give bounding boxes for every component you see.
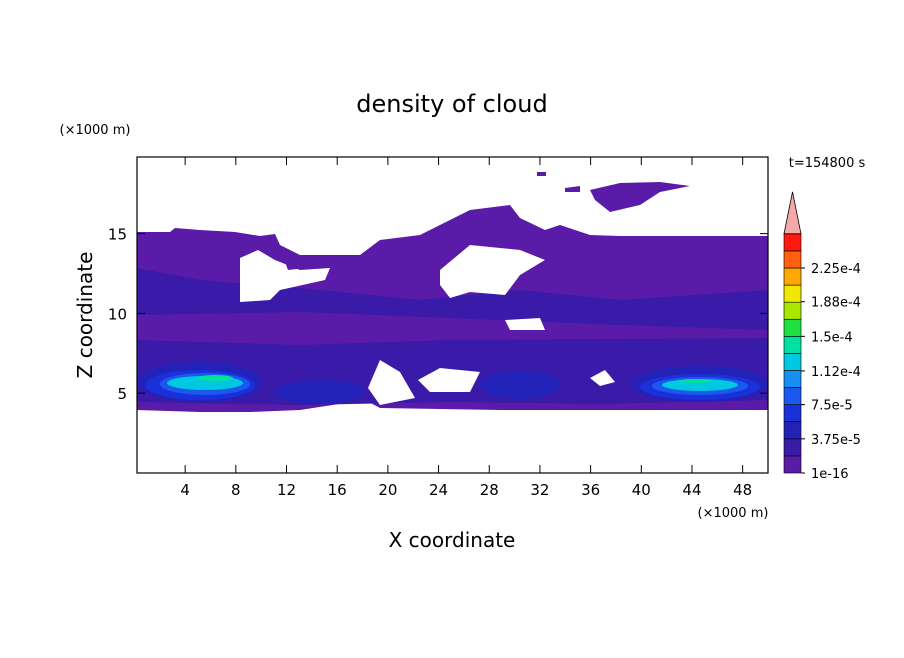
x-tick-label: 28 (480, 481, 499, 499)
colorbar-band (783, 353, 802, 371)
x-axis-title: X coordinate (389, 528, 516, 552)
colorbar-band (783, 370, 802, 388)
colorbar-band (783, 455, 802, 474)
colorbar-band (783, 404, 802, 423)
colorbar-band (783, 233, 802, 252)
colorbar-band (783, 284, 802, 303)
x-tick-label: 8 (231, 481, 241, 499)
y-tick-label: 15 (108, 226, 127, 244)
colorbar-label: 7.5e-5 (811, 399, 853, 414)
annotation: t=154800 s (789, 156, 866, 171)
x-tick-label: 48 (733, 481, 752, 499)
colorbar-label: 3.75e-5 (811, 433, 861, 448)
colorbar-band (783, 318, 802, 337)
x-tick-label: 24 (429, 481, 448, 499)
colorbar-band (783, 438, 802, 457)
x-tick-label: 20 (378, 481, 397, 499)
plot-frame (136, 156, 769, 474)
colorbar-band (783, 387, 802, 405)
x-tick-label: 40 (632, 481, 651, 499)
x-tick-label: 36 (581, 481, 600, 499)
y-tick-label: 10 (108, 305, 127, 323)
x-tick-label: 12 (277, 481, 296, 499)
chart-title: density of cloud (356, 90, 547, 118)
y-tick-label: 5 (117, 385, 127, 403)
colorbar-band (783, 267, 802, 286)
colorbar-band (783, 421, 802, 440)
colorbar-band (783, 301, 802, 320)
x-tick-label: 32 (530, 481, 549, 499)
y-unit: (×1000 m) (60, 123, 131, 138)
colorbar-extend (783, 191, 802, 235)
colorbar-label: 1.12e-4 (811, 365, 861, 380)
contour-field (137, 172, 768, 412)
colorbar-label: 2.25e-4 (811, 262, 861, 277)
x-tick-label: 4 (180, 481, 190, 499)
colorbar-band (783, 250, 802, 269)
y-axis-title: Z coordinate (73, 252, 97, 379)
x-tick-label: 44 (682, 481, 701, 499)
colorbar-band (783, 336, 802, 354)
colorbar-label: 1.5e-4 (811, 330, 853, 345)
x-unit: (×1000 m) (698, 506, 769, 521)
colorbar-label: 1e-16 (811, 467, 849, 482)
x-tick-label: 16 (328, 481, 347, 499)
colorbar-label: 1.88e-4 (811, 296, 861, 311)
